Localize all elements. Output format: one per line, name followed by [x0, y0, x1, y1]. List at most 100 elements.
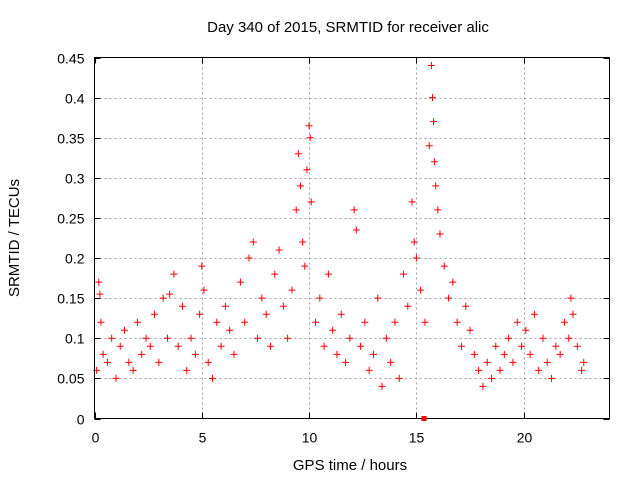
x-tick-label: 20: [517, 430, 533, 446]
data-point: [365, 366, 373, 374]
data-point: [539, 334, 547, 342]
data-point: [543, 358, 551, 366]
data-point: [166, 290, 174, 298]
data-point: [279, 302, 287, 310]
data-point: [125, 358, 133, 366]
data-point: [427, 62, 435, 70]
data-point: [187, 334, 195, 342]
data-point: [569, 310, 577, 318]
data-point: [163, 334, 171, 342]
data-point: [565, 334, 573, 342]
data-point: [236, 278, 244, 286]
data-point: [378, 382, 386, 390]
data-point: [324, 270, 332, 278]
data-point: [505, 334, 513, 342]
data-point: [578, 366, 586, 374]
x-tick-label: 10: [302, 430, 318, 446]
data-point: [200, 286, 208, 294]
data-point: [352, 226, 360, 234]
data-point: [230, 350, 238, 358]
data-point: [580, 358, 588, 366]
data-point: [395, 374, 403, 382]
plot-frame: [94, 57, 610, 419]
grid-lines: [94, 57, 610, 419]
zero-marker: [421, 416, 427, 421]
y-tick-label: 0: [77, 412, 85, 428]
data-point: [509, 358, 517, 366]
x-tick-label: 15: [409, 430, 425, 446]
data-point: [526, 350, 534, 358]
data-point: [552, 342, 560, 350]
data-point: [288, 286, 296, 294]
data-point: [159, 294, 167, 302]
data-point: [142, 334, 150, 342]
data-point: [440, 262, 448, 270]
data-point: [400, 270, 407, 278]
data-point: [530, 310, 538, 318]
data-point: [138, 350, 146, 358]
data-point: [146, 342, 154, 350]
data-point: [307, 198, 315, 206]
data-point: [404, 302, 412, 310]
x-axis-label: GPS time / hours: [293, 457, 407, 474]
data-point: [522, 326, 530, 334]
data-point: [567, 294, 575, 302]
data-points: [93, 62, 588, 390]
data-point: [292, 206, 300, 214]
data-point: [425, 142, 433, 150]
data-point: [305, 122, 313, 130]
data-point: [97, 318, 105, 326]
data-point: [151, 310, 159, 318]
data-point: [303, 166, 311, 174]
data-point: [361, 318, 369, 326]
data-point: [306, 134, 314, 142]
data-point: [430, 118, 438, 126]
data-point: [129, 366, 137, 374]
data-point: [445, 294, 453, 302]
data-point: [174, 342, 182, 350]
data-point: [337, 310, 345, 318]
data-point: [492, 342, 500, 350]
y-tick-label: 0.25: [57, 211, 84, 227]
data-point: [249, 238, 257, 246]
y-tick-label: 0.35: [57, 131, 84, 147]
data-point: [462, 302, 470, 310]
data-point: [99, 350, 107, 358]
data-point: [198, 262, 206, 270]
data-point: [103, 358, 111, 366]
y-tick-label: 0.3: [65, 171, 85, 187]
data-point: [466, 326, 474, 334]
data-point: [387, 358, 395, 366]
data-point: [408, 198, 416, 206]
data-point: [271, 270, 279, 278]
data-point: [518, 342, 526, 350]
data-point: [204, 358, 212, 366]
data-point: [417, 286, 425, 294]
data-point: [262, 310, 270, 318]
data-point: [573, 342, 581, 350]
y-tick-label: 0.2: [65, 251, 85, 267]
x-tick-label: 0: [92, 430, 100, 446]
data-point: [431, 158, 439, 166]
data-point: [475, 366, 483, 374]
data-point: [374, 294, 382, 302]
data-point: [457, 342, 465, 350]
data-point: [191, 350, 199, 358]
axis-ticks: [94, 57, 610, 420]
y-tick-labels: 0 0.05 0.1 0.15 0.2 0.25 0.3 0.35 0.4 0.45: [57, 51, 84, 428]
data-point: [209, 374, 217, 382]
data-point: [428, 94, 436, 102]
data-point: [284, 334, 292, 342]
data-point: [312, 318, 320, 326]
data-point: [342, 358, 350, 366]
data-point: [108, 334, 116, 342]
x-tick-labels: 0 5 10 15 20: [92, 430, 533, 446]
data-point: [453, 318, 461, 326]
data-point: [432, 182, 440, 190]
data-point: [266, 342, 274, 350]
data-point: [254, 334, 262, 342]
data-point: [275, 246, 283, 254]
data-point: [487, 374, 495, 382]
data-point: [178, 302, 186, 310]
